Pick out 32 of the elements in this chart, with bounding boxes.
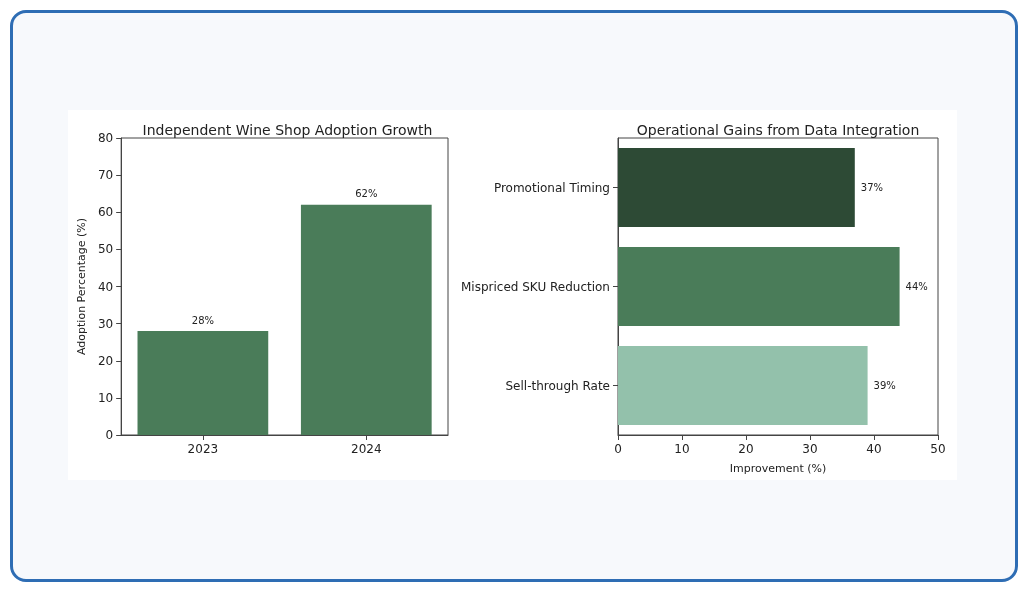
y-tick-label: Sell-through Rate xyxy=(505,378,610,393)
y-tick-label: 0 xyxy=(105,428,114,442)
y-tick-label: Mispriced SKU Reduction xyxy=(460,279,610,294)
data-label: 28% xyxy=(191,314,214,326)
x-tick-label: 10 xyxy=(674,442,690,456)
y-tick-label: 30 xyxy=(97,316,114,331)
data-label: 39% xyxy=(873,380,896,391)
data-label: 44% xyxy=(905,281,928,292)
x-tick-label: 0 xyxy=(614,442,622,456)
data-label: 62% xyxy=(355,188,378,200)
x-tick-label: 30 xyxy=(802,442,818,456)
y-tick-label: 40 xyxy=(97,279,114,294)
x-tick-label: 2023 xyxy=(187,442,219,456)
y-axis-title: Adoption Percentage (%) xyxy=(75,217,88,356)
x-tick-label: 20 xyxy=(738,442,754,456)
y-tick-label: 20 xyxy=(97,353,114,368)
bar xyxy=(617,147,855,228)
y-tick-label: 60 xyxy=(97,205,114,220)
data-label: 37% xyxy=(860,182,884,193)
x-axis-title: Improvement (%) xyxy=(729,462,827,475)
bar xyxy=(617,345,868,426)
y-tick-label: 10 xyxy=(97,390,114,405)
y-tick-label: 70 xyxy=(97,168,114,183)
y-tick-label: 50 xyxy=(97,242,114,257)
x-tick-label: 40 xyxy=(866,442,882,456)
x-tick-label: 50 xyxy=(930,442,946,456)
bar xyxy=(617,246,900,327)
y-tick-label: 80 xyxy=(97,131,114,145)
chart-title: Operational Gains from Data Integration xyxy=(636,122,920,138)
chart-title: Independent Wine Shop Adoption Growth xyxy=(142,122,433,138)
x-tick-label: 2024 xyxy=(351,442,382,456)
y-tick-label: Promotional Timing xyxy=(493,180,610,195)
